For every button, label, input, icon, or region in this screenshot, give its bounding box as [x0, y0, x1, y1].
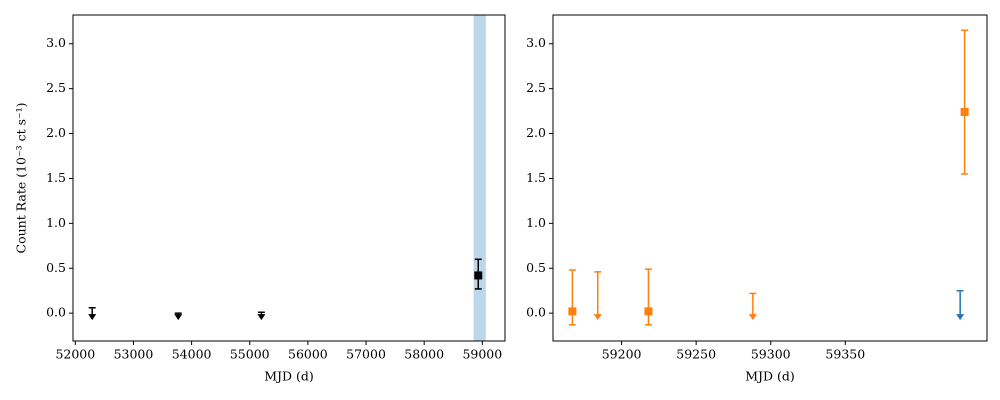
shaded-band — [473, 15, 486, 341]
y-tick-label: 1.0 — [46, 215, 66, 230]
x-tick-label: 58000 — [404, 347, 444, 362]
y-tick-label: 2.0 — [526, 125, 546, 140]
y-tick-label: 1.5 — [46, 170, 66, 185]
axes-frame — [72, 14, 506, 342]
y-tick-label: 1.5 — [526, 170, 546, 185]
x-tick-label: 57000 — [346, 347, 386, 362]
x-tick-label: 59350 — [825, 347, 865, 362]
y-axis-label: Count Rate (10⁻³ ct s⁻¹) — [14, 103, 29, 254]
y-tick-label: 0.0 — [46, 305, 66, 320]
y-tick-label: 1.0 — [526, 215, 546, 230]
x-tick-label: 59200 — [602, 347, 642, 362]
x-tick-label: 53000 — [114, 347, 154, 362]
upper-limit-arrow — [593, 314, 602, 321]
upper-limit-arrow — [956, 314, 965, 321]
x-tick-label: 55000 — [230, 347, 270, 362]
y-tick-label: 2.0 — [46, 125, 66, 140]
y-tick-label: 0.5 — [46, 260, 66, 275]
axes-frame — [552, 14, 988, 342]
x-tick-label: 59250 — [676, 347, 716, 362]
y-tick-label: 0.5 — [526, 260, 546, 275]
x-tick-label: 59000 — [462, 347, 502, 362]
y-tick-label: 3.0 — [46, 35, 66, 50]
marker — [644, 307, 653, 316]
x-axis-label: MJD (d) — [264, 369, 314, 384]
y-tick-label: 0.0 — [526, 305, 546, 320]
upper-limit-arrow — [257, 314, 266, 321]
marker — [474, 271, 483, 280]
upper-limit-arrow — [748, 314, 757, 321]
y-tick-label: 3.0 — [526, 35, 546, 50]
x-tick-label: 52000 — [55, 347, 95, 362]
x-tick-label: 59300 — [751, 347, 791, 362]
x-axis-label: MJD (d) — [745, 369, 795, 384]
upper-limit-arrow — [88, 314, 97, 321]
x-tick-label: 54000 — [172, 347, 212, 362]
marker — [568, 307, 577, 316]
upper-limit-arrow — [174, 314, 183, 321]
marker — [960, 107, 969, 116]
y-tick-label: 2.5 — [46, 80, 66, 95]
x-tick-label: 56000 — [288, 347, 328, 362]
y-tick-label: 2.5 — [526, 80, 546, 95]
